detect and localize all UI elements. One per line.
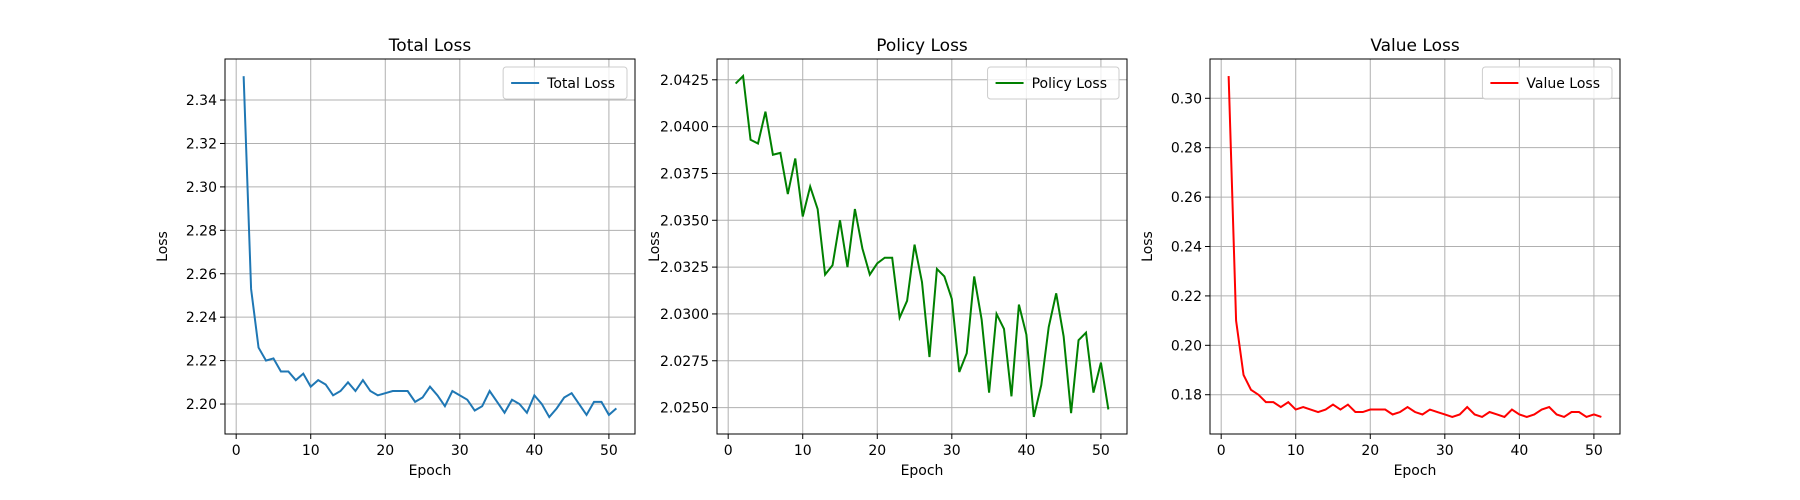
x-tick-label: 0 [232,443,241,459]
x-tick-label: 20 [376,443,394,459]
x-tick-label: 20 [1361,443,1379,459]
x-tick-label: 10 [302,443,320,459]
y-tick-label: 2.34 [186,93,217,109]
legend-box [502,66,628,100]
y-axis-label: Loss [647,231,663,262]
y-tick-label: 0.30 [1171,91,1202,107]
y-tick-label: 0.18 [1171,388,1202,404]
legend-box [987,66,1120,100]
x-tick-label: 50 [600,443,618,459]
y-tick-label: 2.0375 [660,166,709,182]
y-tick-label: 0.24 [1171,240,1202,256]
x-axis-label: Epoch [409,463,452,479]
y-tick-label: 0.22 [1171,289,1202,305]
y-tick-label: 2.22 [186,354,217,370]
legend: Total Loss [502,66,628,100]
y-tick-label: 2.24 [186,310,217,326]
y-axis-label: Loss [155,231,171,262]
y-tick-label: 2.0250 [660,401,709,417]
y-tick-label: 2.0275 [660,354,709,370]
axes-frame [1209,58,1621,435]
y-tick-label: 2.0300 [660,307,709,323]
x-tick-label: 0 [724,443,733,459]
axes-frame [716,58,1128,435]
y-tick-label: 2.0400 [660,120,709,136]
legend-label: Policy Loss [1032,76,1107,92]
legend-box [1481,66,1613,100]
chart-title: Total Loss [388,36,472,56]
x-tick-label: 40 [1510,443,1528,459]
x-tick-label: 50 [1092,443,1110,459]
x-tick-label: 40 [1017,443,1035,459]
axes-frame [224,58,636,435]
y-tick-label: 2.0350 [660,213,709,229]
y-tick-label: 0.20 [1171,338,1202,354]
y-tick-label: 2.32 [186,136,217,152]
legend: Policy Loss [987,66,1120,100]
x-tick-label: 30 [451,443,469,459]
y-tick-label: 2.30 [186,180,217,196]
legend: Value Loss [1481,66,1613,100]
y-tick-label: 2.0325 [660,260,709,276]
legend-label: Value Loss [1526,76,1600,92]
x-tick-label: 10 [794,443,812,459]
chart-title: Policy Loss [876,36,968,56]
y-tick-label: 2.28 [186,223,217,239]
y-tick-label: 2.0425 [660,73,709,89]
chart-title: Value Loss [1370,36,1460,56]
line [734,73,1110,418]
legend-label: Total Loss [546,76,615,92]
x-tick-label: 10 [1287,443,1305,459]
x-tick-label: 0 [1217,443,1226,459]
y-tick-label: 0.28 [1171,141,1202,157]
subplot: 0 10 20 30 40 50 2.20 2.22 2.24 2.26 2.28 2.30 2.32 2… [155,36,636,479]
y-axis-label: Loss [1140,231,1156,262]
x-tick-label: 40 [525,443,543,459]
x-tick-label: 20 [868,443,886,459]
y-tick-label: 2.20 [186,397,217,413]
x-axis-label: Epoch [901,463,944,479]
x-tick-label: 30 [943,443,961,459]
y-tick-label: 2.26 [186,267,217,283]
x-axis-label: Epoch [1394,463,1437,479]
line [1227,76,1602,419]
x-tick-label: 30 [1436,443,1454,459]
subplot: 0 10 20 30 40 50 0.18 0.20 0.22 0.24 0.26 0.28 0.30 V… [1140,36,1621,479]
subplot: 0 10 20 30 40 50 2.0250 2.0275 2.0300 2.0325 2.035… [647,36,1128,479]
line [242,76,618,419]
y-tick-label: 0.26 [1171,190,1202,206]
x-tick-label: 50 [1585,443,1603,459]
